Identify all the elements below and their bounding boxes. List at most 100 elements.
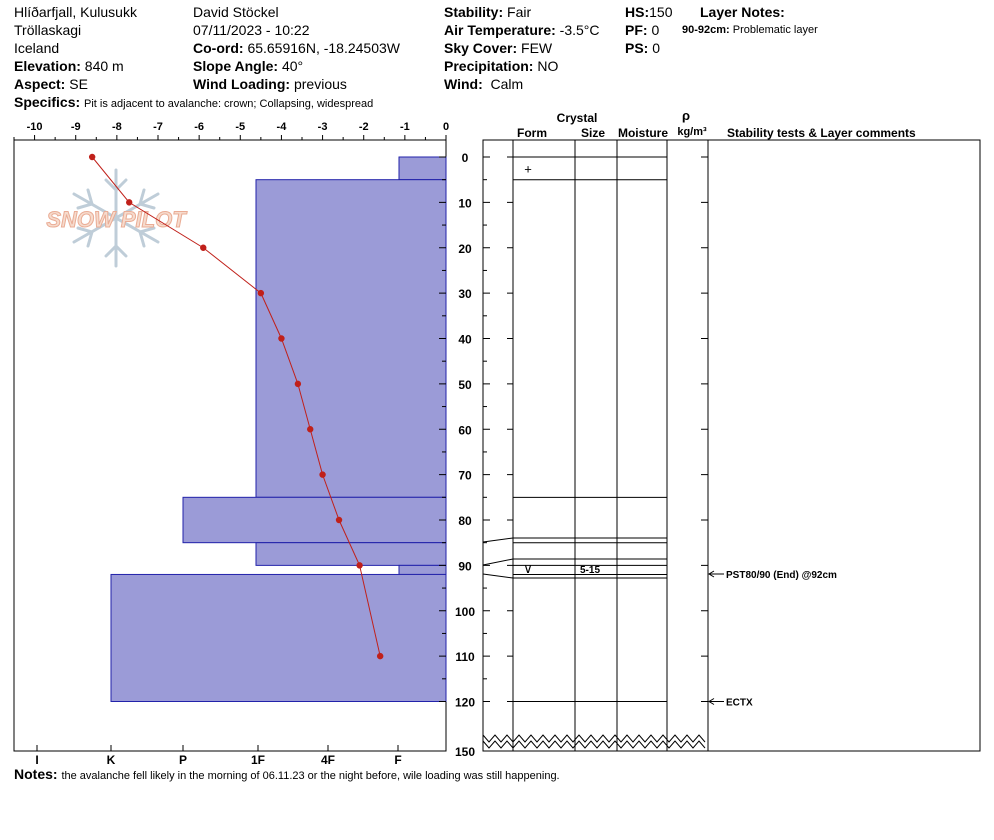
wind-loading-field: Wind Loading: previous	[193, 76, 347, 92]
slope-value: 40°	[281, 58, 304, 74]
depth-tick-label: 90	[458, 559, 472, 573]
sky-value: FEW	[521, 40, 553, 56]
stability-test-label: PST80/90 (End) @92cm	[726, 570, 837, 581]
ps-field: PS: 0	[625, 40, 660, 56]
region-name: Tröllaskagi	[14, 22, 82, 38]
depth-break-zigzag	[482, 734, 706, 743]
hardness-tick-label: P	[179, 753, 187, 767]
wind-field: Wind: Calm	[444, 76, 523, 92]
layer-table-frame	[482, 139, 981, 752]
layer-note-depth: 90-92cm:	[682, 24, 730, 36]
depth-tick-label: 30	[458, 287, 472, 301]
specifics-field: Specifics: Pit is adjacent to avalanche:…	[14, 94, 373, 111]
layer-note: 90-92cm: Problematic layer	[682, 24, 818, 37]
coord-label: Co-ord:	[193, 40, 244, 56]
depth-tick-label: 70	[458, 469, 472, 483]
hardness-bar	[182, 496, 447, 544]
hardness-bar	[255, 542, 447, 566]
hardness-bar	[255, 179, 447, 498]
specifics-value: Pit is adjacent to avalanche: crown; Col…	[84, 98, 374, 110]
depth-tick-label: 50	[458, 378, 472, 392]
temperature-tick-label: -7	[153, 121, 163, 133]
wind-value: Calm	[490, 76, 524, 92]
wind-loading-label: Wind Loading:	[193, 76, 291, 92]
depth-tick-label: 20	[458, 242, 472, 256]
temperature-point	[307, 426, 314, 433]
precip-label: Precipitation:	[444, 58, 534, 74]
temperature-point	[294, 380, 302, 388]
depth-tick-label: 0	[462, 151, 469, 165]
coord-field: Co-ord: 65.65916N, -18.24503W	[193, 40, 400, 56]
wind-loading-value: previous	[293, 76, 347, 92]
sky-label: Sky Cover:	[444, 40, 518, 56]
hardness-bar	[398, 156, 447, 181]
hardness-tick-label: K	[107, 753, 116, 767]
temperature-point	[257, 289, 265, 297]
temperature-point	[319, 471, 326, 478]
hardness-tick-label: 1F	[251, 753, 265, 767]
pf-value: 0	[651, 22, 660, 38]
crystal-header: Crystal	[557, 111, 598, 125]
temperature-tick-label: -1	[400, 121, 410, 133]
slope-label: Slope Angle:	[193, 58, 279, 74]
depth-break-zigzag	[482, 740, 706, 749]
size-header: Size	[581, 126, 605, 140]
depth-tick-label: 100	[455, 605, 475, 619]
country-name: Iceland	[14, 40, 60, 56]
location-name: Hlíðarfjall, Kulusukk	[14, 4, 137, 20]
hardness-bar	[398, 564, 447, 575]
stability-value: Fair	[507, 4, 532, 20]
elevation-value: 840 m	[84, 58, 124, 74]
depth-tick-label: 120	[455, 696, 475, 710]
layer-connector	[482, 573, 514, 579]
air-temp-field: Air Temperature: -3.5°C	[444, 22, 600, 38]
snowpilot-watermark: SNOW PILOT	[46, 168, 188, 268]
layer-notes-label: Layer Notes:	[700, 4, 785, 20]
hardness-tick-label: 4F	[321, 753, 335, 767]
stability-test-label: ECTX	[726, 698, 753, 709]
temperature-point	[376, 652, 384, 660]
sky-field: Sky Cover: FEW	[444, 40, 552, 56]
temperature-tick-label: -9	[71, 121, 81, 133]
observation-datetime: 07/11/2023 - 10:22	[193, 22, 310, 38]
temperature-tick-label: -10	[27, 121, 43, 133]
density-symbol: ρ	[682, 108, 690, 123]
hardness-tick-label: I	[35, 753, 38, 767]
elevation-label: Elevation:	[14, 58, 81, 74]
temperature-tick-label: -8	[112, 121, 122, 133]
air-temp-label: Air Temperature:	[444, 22, 556, 38]
depth-tick-label: 150	[455, 745, 475, 759]
crystal-form-symbol: +	[524, 161, 532, 176]
elevation-field: Elevation: 840 m	[14, 58, 124, 74]
aspect-field: Aspect: SE	[14, 76, 88, 92]
slope-field: Slope Angle: 40°	[193, 58, 303, 74]
coord-value: 65.65916N, -18.24503W	[247, 40, 400, 56]
layer-connector	[482, 558, 514, 566]
stability-test-arrow	[708, 698, 715, 705]
depth-tick-label: 80	[458, 514, 472, 528]
temperature-point	[335, 516, 343, 524]
crystal-form-symbol: ∨	[523, 561, 533, 576]
density-unit: kg/m³	[677, 126, 707, 138]
pf-field: PF: 0	[625, 22, 659, 38]
form-header: Form	[517, 126, 547, 140]
crystal-size-label: 5-15	[580, 565, 600, 576]
hs-value: 150	[649, 4, 673, 20]
air-temp-value: -3.5°C	[559, 22, 600, 38]
depth-tick-label: 10	[458, 196, 472, 210]
ps-value: 0	[652, 40, 661, 56]
layer-note-text: Problematic layer	[732, 24, 818, 36]
layer-connector	[482, 537, 514, 543]
notes-field: Notes: the avalanche fell likely in the …	[14, 766, 560, 783]
temperature-tick-label: -2	[359, 121, 369, 133]
temperature-tick-label: 0	[443, 121, 449, 133]
notes-value: the avalanche fell likely in the morning…	[61, 770, 560, 782]
specifics-label: Specifics:	[14, 94, 81, 110]
temperature-point	[200, 244, 207, 251]
wind-label: Wind:	[444, 76, 483, 92]
temperature-point	[126, 199, 133, 206]
aspect-label: Aspect:	[14, 76, 66, 92]
temperature-tick-label: -5	[235, 121, 245, 133]
moisture-header: Moisture	[618, 126, 668, 140]
